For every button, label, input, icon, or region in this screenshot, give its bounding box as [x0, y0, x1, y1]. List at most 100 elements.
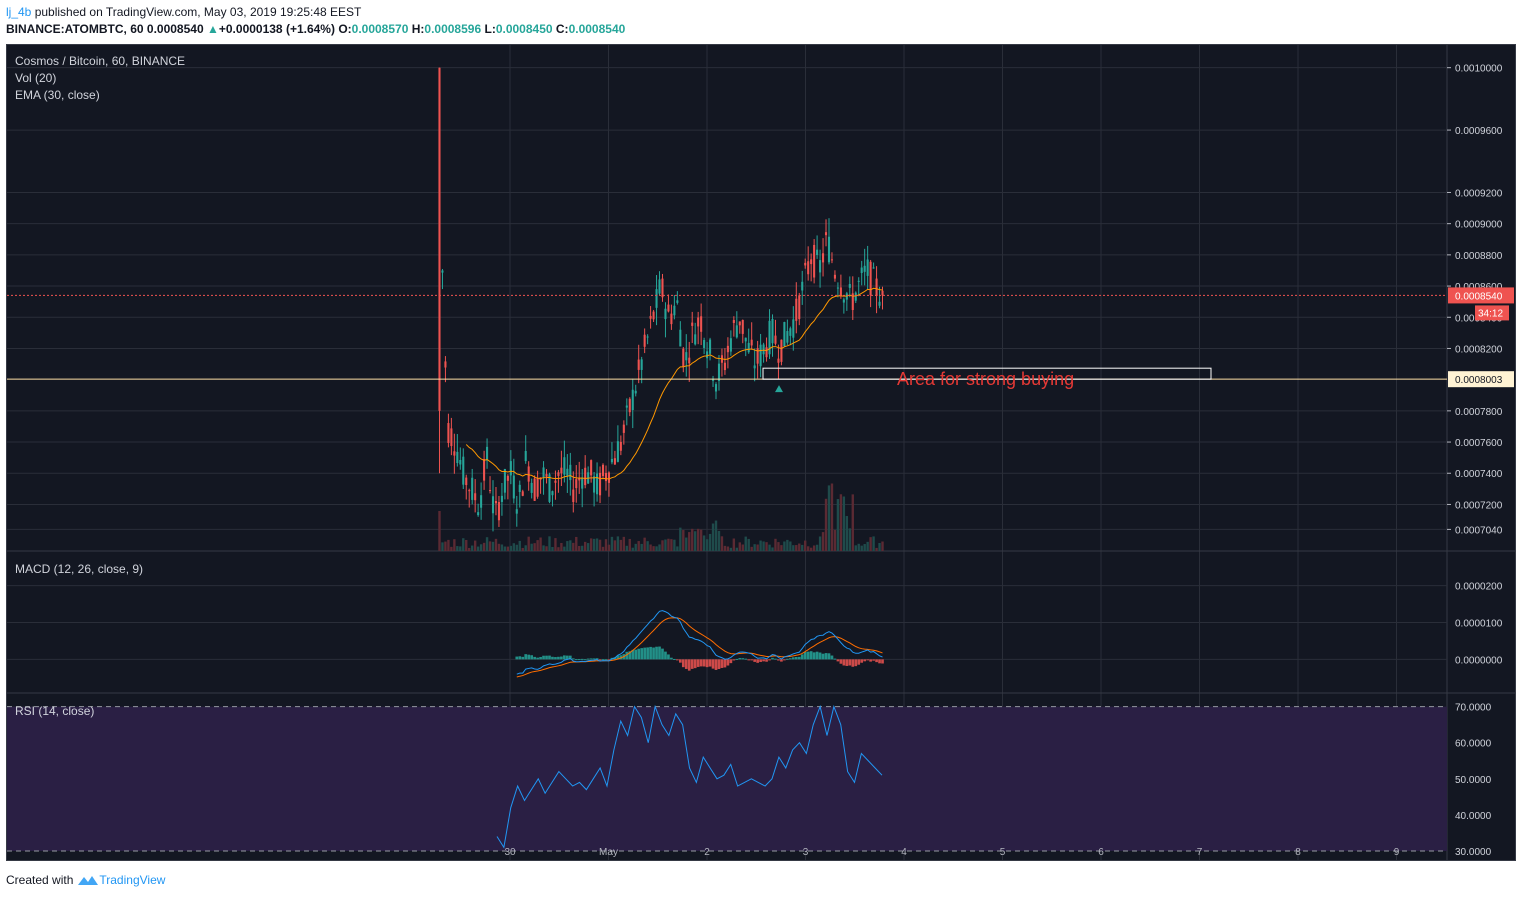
candle-body	[474, 493, 477, 501]
volume-bar	[676, 546, 679, 551]
volume-bar	[459, 546, 462, 551]
macd-histogram-bar	[699, 659, 703, 667]
volume-bar	[863, 544, 866, 551]
candle-body	[726, 345, 729, 353]
candle-body	[810, 259, 813, 265]
volume-bar	[563, 546, 566, 551]
volume-bar	[765, 542, 768, 551]
volume-bar	[881, 541, 884, 551]
macd-histogram-bar	[762, 659, 765, 662]
macd-histogram-bar	[589, 658, 593, 660]
candle-body	[759, 344, 762, 367]
chart-area[interactable]: 30 May 2 3 4 5 6 7 8 9 0.0010000 0.0009600 0.0009200…	[6, 44, 1516, 861]
candle-body	[738, 321, 741, 326]
rsi-y-tick-label: 50.0000	[1455, 775, 1492, 786]
macd-histogram-bar	[774, 658, 777, 660]
candle-body	[536, 478, 539, 497]
volume-bar	[491, 541, 495, 551]
buy-zone-rect	[762, 367, 1212, 380]
y-tick-label: 0.0009600	[1455, 126, 1503, 137]
candle-body	[542, 467, 545, 478]
macd-histogram-bar	[797, 656, 801, 660]
ema-line	[465, 287, 883, 480]
macd-histogram-bar	[527, 654, 531, 660]
candle-body	[747, 342, 750, 353]
volume-bar	[756, 544, 759, 551]
candle-body	[527, 466, 530, 482]
volume-bar	[637, 541, 640, 551]
volume-bar	[866, 541, 869, 551]
candle-body	[824, 232, 828, 236]
y-tick-label: 0.0008200	[1455, 344, 1503, 355]
candle-body	[616, 441, 619, 462]
volume-bar	[664, 539, 667, 551]
x-tick-label: 3	[803, 847, 809, 858]
x-tick-label: 8	[1295, 847, 1301, 858]
candle-body	[875, 278, 878, 296]
macd-histogram-bar	[839, 659, 843, 664]
volume-bar	[732, 538, 736, 551]
candle-body	[872, 267, 875, 269]
volume-bar	[625, 545, 628, 551]
volume-bar	[521, 547, 524, 551]
chart-title: Cosmos / Bitcoin, 60, BINANCE	[15, 54, 185, 68]
volume-bar	[465, 539, 468, 551]
candle-body	[581, 477, 584, 489]
candle-body	[503, 468, 506, 493]
volume-bar	[497, 543, 501, 551]
candle-body	[610, 458, 613, 463]
volume-bar	[702, 535, 706, 551]
macd-histogram-bar	[836, 659, 840, 662]
buy-signal-icon	[775, 385, 783, 393]
candle-body	[691, 322, 694, 326]
volume-bar	[741, 544, 744, 551]
rsi-legend: RSI (14, close)	[15, 704, 94, 718]
macd-histogram-bar	[607, 659, 611, 661]
macd-y-tick-label: 0.0000000	[1455, 655, 1503, 666]
volume-bar	[631, 547, 634, 551]
low-label: L:	[484, 22, 496, 36]
volume-bar	[586, 543, 590, 551]
macd-histogram-bar	[771, 657, 774, 660]
macd-histogram-bar	[833, 658, 837, 660]
macd-histogram-bar	[521, 656, 525, 660]
volume-bar	[595, 538, 599, 551]
macd-histogram-bar	[732, 659, 736, 661]
candle-body	[655, 289, 658, 308]
x-tick-label: 5	[1000, 847, 1006, 858]
macd-histogram-bar	[681, 659, 685, 668]
volume-bar	[447, 539, 450, 551]
volume-bar	[613, 540, 617, 551]
candle-body	[783, 322, 786, 347]
macd-histogram-bar	[812, 652, 816, 660]
rsi-y-tick-label: 60.0000	[1455, 739, 1492, 750]
volume-bar	[551, 547, 554, 551]
candle-body	[456, 451, 459, 464]
macd-histogram-bar	[702, 659, 706, 667]
tradingview-logo[interactable]: TradingView	[77, 873, 165, 887]
volume-bar	[649, 544, 652, 551]
candle-body	[795, 298, 798, 321]
last-price-label-bg	[1448, 287, 1514, 304]
macd-histogram-bar	[592, 658, 596, 660]
last-price-label: 0.0008540	[1455, 291, 1503, 302]
chart-svg[interactable]: 30 May 2 3 4 5 6 7 8 9 0.0010000 0.0009600 0.0009200…	[7, 45, 1515, 860]
volume-bar	[848, 528, 851, 551]
volume-bar	[566, 541, 569, 551]
macd-histogram-bar	[658, 646, 661, 660]
volume-bar	[818, 536, 822, 551]
open-value: 0.0008570	[351, 22, 409, 36]
candle-body	[459, 460, 462, 465]
candle-body	[557, 472, 560, 476]
candle-body	[830, 259, 834, 261]
candle-body	[530, 482, 533, 493]
y-tick-label: 0.0007400	[1455, 469, 1503, 480]
macd-histogram-bar	[780, 659, 783, 662]
macd-histogram-bar	[524, 654, 528, 660]
candle-body	[462, 456, 465, 485]
macd-histogram-bar	[783, 659, 786, 661]
candle-body	[700, 316, 703, 332]
author-link[interactable]: lj_4b	[6, 5, 32, 19]
macd-y-tick-label: 0.0000200	[1455, 582, 1503, 593]
y-tick-label: 0.0009200	[1455, 188, 1503, 199]
